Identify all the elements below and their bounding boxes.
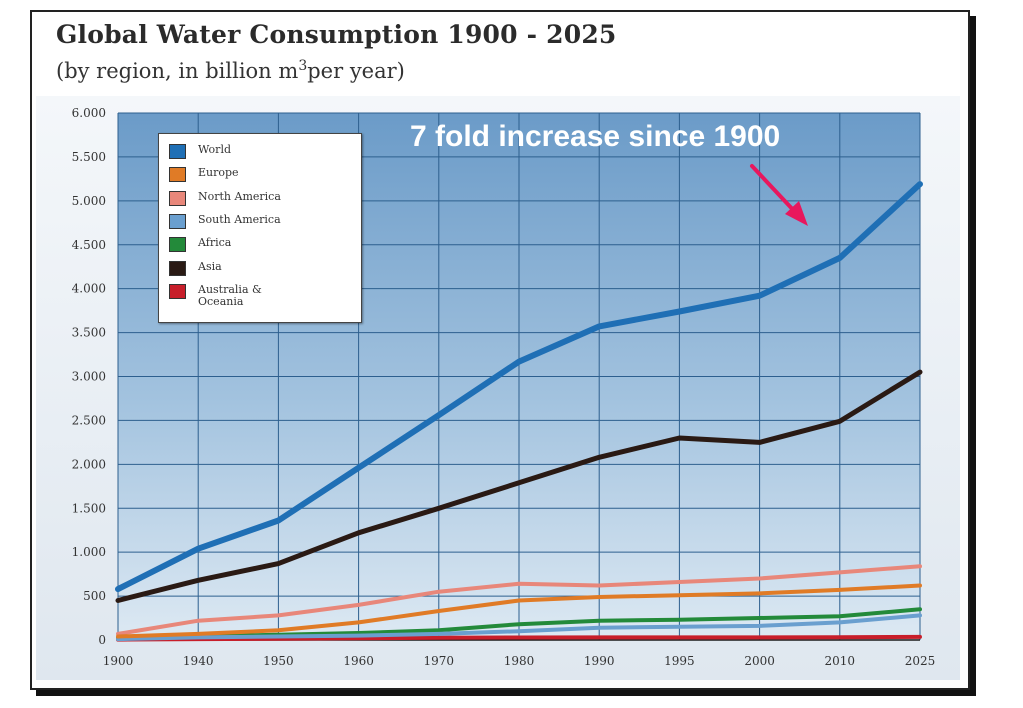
series-line-australia-oceania <box>116 634 922 642</box>
series-line-north-america <box>116 564 922 636</box>
y-tick-label: 3.000 <box>72 370 106 384</box>
subtitle-text-end: per year) <box>307 59 405 83</box>
legend-item: North America <box>169 189 328 206</box>
legend: World Europe North America South America Afr… <box>158 133 362 323</box>
y-tick-label: 1.000 <box>72 545 106 559</box>
legend-label: Asia <box>198 259 222 273</box>
x-tick-label: 1960 <box>343 654 374 668</box>
legend-swatch <box>169 190 186 206</box>
legend-item: World <box>169 144 328 159</box>
legend-label: Africa <box>198 236 232 250</box>
x-tick-label: 2000 <box>744 654 775 668</box>
y-tick-label: 6.000 <box>72 106 106 120</box>
legend-label: Australia & Oceania <box>198 282 262 308</box>
x-tick-label: 1900 <box>103 654 134 668</box>
y-tick-label: 2.500 <box>72 413 106 427</box>
legend-label: South America <box>198 212 281 226</box>
x-tick-label: 1980 <box>504 654 535 668</box>
legend-swatch <box>169 237 186 253</box>
y-tick-label: 500 <box>83 589 106 603</box>
y-tick-label: 0 <box>98 633 106 647</box>
x-tick-label: 2010 <box>825 654 856 668</box>
chart-subtitle: (by region, in billion m3per year) <box>56 58 405 83</box>
legend-item: Europe <box>169 166 328 183</box>
legend-swatch <box>169 283 186 299</box>
x-tick-label: 1970 <box>424 654 455 668</box>
x-tick-label: 1990 <box>584 654 615 668</box>
arrow-head <box>785 201 808 226</box>
legend-item: South America <box>169 212 328 229</box>
subtitle-text: (by region, in billion m <box>56 59 299 83</box>
x-tick-label: 1940 <box>183 654 214 668</box>
series-line-south-america <box>116 613 922 642</box>
legend-swatch <box>169 213 186 229</box>
chart-title: Global Water Consumption 1900 - 2025 <box>56 20 617 49</box>
legend-label: World <box>198 143 231 156</box>
legend-label: Europe <box>198 166 239 180</box>
y-tick-label: 5.500 <box>72 150 106 164</box>
series-line-europe <box>116 583 922 639</box>
x-tick-label: 1950 <box>263 654 294 668</box>
x-tick-label: 2025 <box>905 654 936 668</box>
legend-swatch <box>169 144 186 159</box>
series-line-world <box>115 181 923 593</box>
legend-item: Australia & Oceania <box>169 282 278 308</box>
annotation-arrow <box>750 164 808 226</box>
x-axis-ticks: 1900 1940 1950 1960 1970 1980 1990 1995 2000 2010… <box>103 654 936 668</box>
y-axis-ticks: 0 500 1.000 1.500 2.000 2.500 3.000 3.500 4.000 4… <box>72 106 106 647</box>
y-tick-label: 4.500 <box>72 238 106 252</box>
series-line-asia <box>115 369 923 603</box>
legend-item: Africa <box>169 236 328 253</box>
legend-label: North America <box>198 189 281 203</box>
x-tick-label: 1995 <box>664 654 695 668</box>
y-tick-label: 4.000 <box>72 282 106 296</box>
series-lines <box>115 181 923 642</box>
arrow-shaft <box>750 164 799 216</box>
y-tick-label: 5.000 <box>72 194 106 208</box>
y-tick-label: 3.500 <box>72 326 106 340</box>
y-tick-label: 2.000 <box>72 457 106 471</box>
subtitle-superscript: 3 <box>298 58 308 74</box>
annotation-text: 7 fold increase since 1900 <box>410 120 781 153</box>
legend-item: Asia <box>169 259 328 276</box>
legend-swatch <box>169 167 186 183</box>
legend-swatch <box>169 260 186 276</box>
y-tick-label: 1.500 <box>72 501 106 515</box>
